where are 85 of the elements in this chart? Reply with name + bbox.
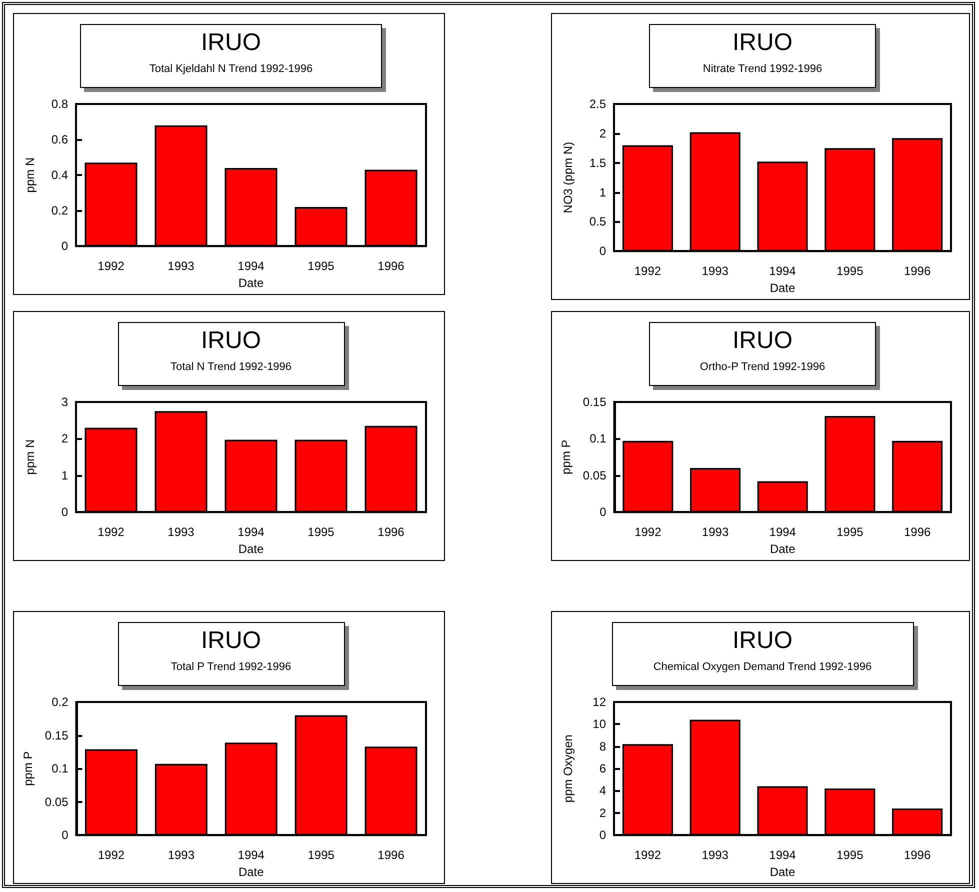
x-axis-title: Date <box>770 865 796 879</box>
y-tick-label: 2 <box>599 126 606 140</box>
y-tick-label: 10 <box>592 717 606 732</box>
y-tick-label: 12 <box>592 695 606 709</box>
chart-subtitle: Nitrate Trend 1992-1996 <box>702 63 824 75</box>
x-tick-label: 1992 <box>634 264 662 278</box>
y-tick-label: 0.15 <box>44 728 69 742</box>
y-tick-label: 0 <box>599 244 606 258</box>
x-tick-label: 1996 <box>904 525 931 540</box>
y-tick-label: 1 <box>61 468 68 482</box>
y-axis-title: ppm P <box>21 751 35 786</box>
x-axis-title: Date <box>238 542 264 556</box>
chart-title: IRUO <box>200 29 262 57</box>
y-axis-title: ppm P <box>559 440 573 474</box>
x-tick-label: 1993 <box>702 264 729 278</box>
chart-subtitle: Total P Trend 1992-1996 <box>170 661 292 673</box>
chart-title: IRUO <box>732 327 794 355</box>
y-tick-label: 0.8 <box>51 97 68 111</box>
x-tick-label: 1996 <box>904 264 931 278</box>
x-axis-title: Date <box>770 542 796 556</box>
y-tick-label: 2 <box>61 432 68 446</box>
x-axis-title: Date <box>770 281 796 295</box>
y-tick-label: 3 <box>61 395 68 409</box>
y-tick-label: 0.4 <box>51 168 68 182</box>
y-tick-label: 1 <box>599 185 606 200</box>
y-tick-label: 0 <box>599 828 606 842</box>
y-tick-label: 0.2 <box>51 204 68 218</box>
y-tick-label: 4 <box>599 784 606 798</box>
y-tick-label: 0.6 <box>51 132 68 147</box>
x-tick-label: 1993 <box>702 525 729 540</box>
y-tick-label: 0.05 <box>44 794 69 809</box>
y-tick-label: 0 <box>600 505 607 520</box>
x-tick-label: 1996 <box>378 848 405 862</box>
x-tick-label: 1993 <box>702 848 729 862</box>
x-tick-label: 1996 <box>904 848 931 862</box>
y-tick-label: 0 <box>61 239 68 254</box>
x-tick-label: 1994 <box>769 264 796 278</box>
x-tick-label: 1996 <box>378 525 405 540</box>
x-tick-label: 1992 <box>634 848 662 862</box>
x-tick-label: 1995 <box>308 848 335 862</box>
x-tick-label: 1992 <box>98 525 125 540</box>
y-tick-label: 6 <box>599 762 606 776</box>
y-tick-label: 0.5 <box>589 214 606 229</box>
y-tick-label: 0.1 <box>52 762 69 776</box>
x-tick-label: 1994 <box>238 848 265 862</box>
x-tick-label: 1995 <box>836 848 864 862</box>
chart-subtitle: Chemical Oxygen Demand Trend 1992-1996 <box>652 661 873 673</box>
y-tick-label: 0.05 <box>582 468 607 482</box>
chart-title: IRUO <box>200 627 262 655</box>
x-tick-label: 1995 <box>308 525 335 540</box>
y-axis-title: NO3 (ppm N) <box>561 142 575 214</box>
y-axis-title: ppm N <box>23 157 37 193</box>
x-tick-label: 1992 <box>634 525 662 540</box>
y-axis-title: ppm Oxygen <box>561 734 575 803</box>
x-tick-label: 1995 <box>836 525 864 540</box>
y-tick-label: 0.2 <box>52 695 69 709</box>
y-tick-label: 0 <box>61 505 68 520</box>
chart-title: IRUO <box>732 29 794 57</box>
x-tick-label: 1996 <box>378 259 405 274</box>
y-tick-label: 8 <box>599 739 606 754</box>
x-tick-label: 1992 <box>98 259 125 274</box>
x-axis-title: Date <box>238 865 264 879</box>
x-tick-label: 1992 <box>98 848 125 862</box>
chart-title: IRUO <box>200 327 262 355</box>
x-tick-label: 1994 <box>238 525 265 540</box>
x-tick-label: 1995 <box>836 264 864 278</box>
x-tick-label: 1994 <box>769 525 796 540</box>
x-axis-title: Date <box>238 276 264 290</box>
y-tick-label: 1.5 <box>589 156 606 170</box>
y-tick-label: 0.1 <box>590 432 607 446</box>
chart-subtitle: Total N Trend 1992-1996 <box>169 361 293 373</box>
chart-subtitle: Total Kjeldahl N Trend 1992-1996 <box>148 63 314 75</box>
x-tick-label: 1993 <box>168 259 195 274</box>
y-tick-label: 0.15 <box>582 395 607 409</box>
y-tick-label: 2 <box>599 806 606 820</box>
x-tick-label: 1994 <box>238 259 265 274</box>
x-tick-label: 1993 <box>168 848 195 862</box>
x-tick-label: 1995 <box>308 259 335 274</box>
chart-title: IRUO <box>732 627 794 655</box>
x-tick-label: 1994 <box>769 848 796 862</box>
y-axis-title: ppm N <box>23 439 37 475</box>
y-tick-label: 0 <box>62 828 69 842</box>
x-tick-label: 1993 <box>168 525 195 540</box>
y-tick-label: 2.5 <box>589 97 606 111</box>
chart-subtitle: Ortho-P Trend 1992-1996 <box>698 361 826 373</box>
